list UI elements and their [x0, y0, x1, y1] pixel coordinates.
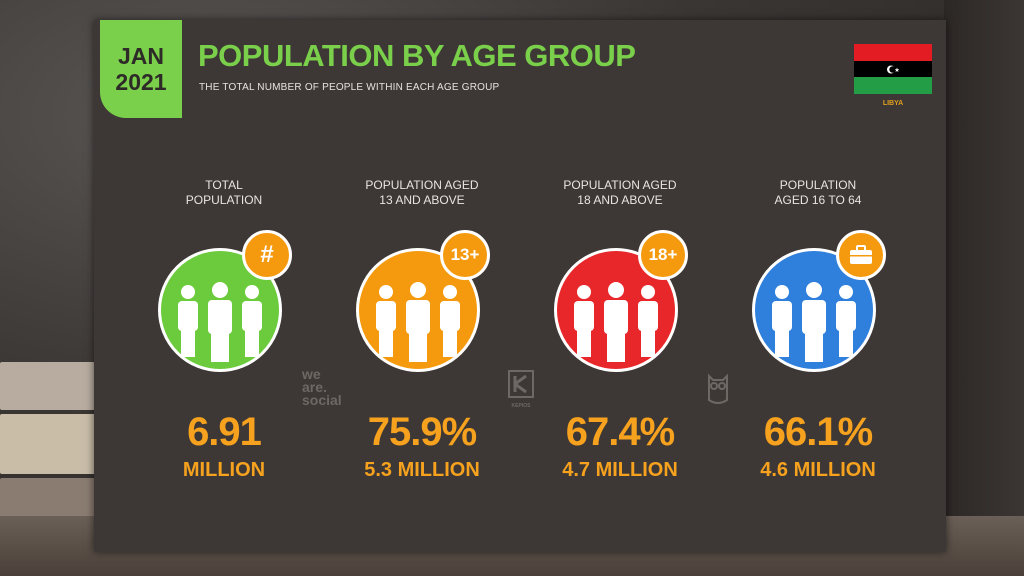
stat-label: POPULATION AGED 18 AND ABOVE [520, 178, 720, 212]
background-book [0, 478, 100, 518]
kepios-logo: KEPIOS [508, 370, 534, 409]
stat-sub-value: 5.3 MILLION [364, 459, 480, 481]
stat-aged-18-plus: POPULATION AGED 18 AND ABOVE 18+ 67.4% 4… [520, 178, 720, 482]
stat-label: POPULATION AGED 16 TO 64 [718, 178, 918, 212]
date-badge: JAN 2021 [100, 20, 182, 118]
stat-label-line: POPULATION AGED [563, 178, 677, 192]
stat-label-line: POPULATION AGED [365, 178, 479, 192]
background-wall [944, 0, 1024, 576]
stat-label-line: TOTAL [205, 178, 243, 192]
stat-label-line: 13 AND ABOVE [379, 193, 465, 207]
libya-flag-icon [854, 44, 932, 94]
stat-label-line: POPULATION [779, 178, 857, 192]
stat-sub-value: 4.7 MILLION [562, 459, 678, 481]
hash-icon: # [242, 230, 292, 280]
people-badge [748, 230, 888, 372]
people-badge: 18+ [550, 230, 690, 372]
stat-total-population: TOTAL POPULATION # 6.91 MILLION [124, 178, 324, 482]
date-year: 2021 [115, 69, 167, 95]
stat-value: 6.91 [187, 410, 262, 454]
stat-value: 66.1% [763, 410, 873, 454]
people-badge: 13+ [352, 230, 492, 372]
logo-text: KEPIOS [511, 403, 531, 409]
logo-text: we [302, 366, 321, 382]
country-label: LIBYA [882, 100, 904, 107]
background-book [0, 362, 100, 410]
background-book [0, 414, 100, 474]
briefcase-icon [836, 230, 886, 280]
stat-sub-value: MILLION [182, 459, 266, 481]
stat-value: 75.9% [367, 410, 477, 454]
stat-sub-value: 4.6 MILLION [760, 459, 876, 481]
stat-label: POPULATION AGED 13 AND ABOVE [322, 178, 522, 212]
hootsuite-owl-icon [706, 372, 730, 411]
stat-aged-13-plus: POPULATION AGED 13 AND ABOVE 13+ 75.9% 5… [322, 178, 522, 482]
logo-text: social [302, 392, 342, 408]
people-icon [574, 282, 658, 362]
people-icon [178, 282, 262, 362]
we-are-social-logo: we are. social [302, 366, 342, 408]
age-18-icon: 18+ [638, 230, 688, 280]
people-icon [772, 282, 856, 362]
stat-label-line: AGED 16 TO 64 [774, 193, 862, 207]
people-icon [376, 282, 460, 362]
slide-title: POPULATION BY AGE GROUP [198, 38, 636, 73]
age-13-icon: 13+ [440, 230, 490, 280]
stat-label-line: 18 AND ABOVE [577, 193, 663, 207]
kepios-icon [508, 370, 534, 398]
slide: JAN 2021 POPULATION BY AGE GROUP THE TOT… [94, 20, 946, 552]
stat-label: TOTAL POPULATION [124, 178, 324, 212]
date-month: JAN [117, 43, 164, 69]
people-badge: # [154, 230, 294, 372]
stat-label-line: POPULATION [185, 193, 263, 207]
logo-text: are. [302, 379, 327, 395]
stat-value: 67.4% [565, 410, 675, 454]
stat-aged-16-to-64: POPULATION AGED 16 TO 64 66.1% 4.6 MILLI… [718, 178, 918, 482]
slide-subtitle: THE TOTAL NUMBER OF PEOPLE WITHIN EACH A… [199, 82, 500, 93]
